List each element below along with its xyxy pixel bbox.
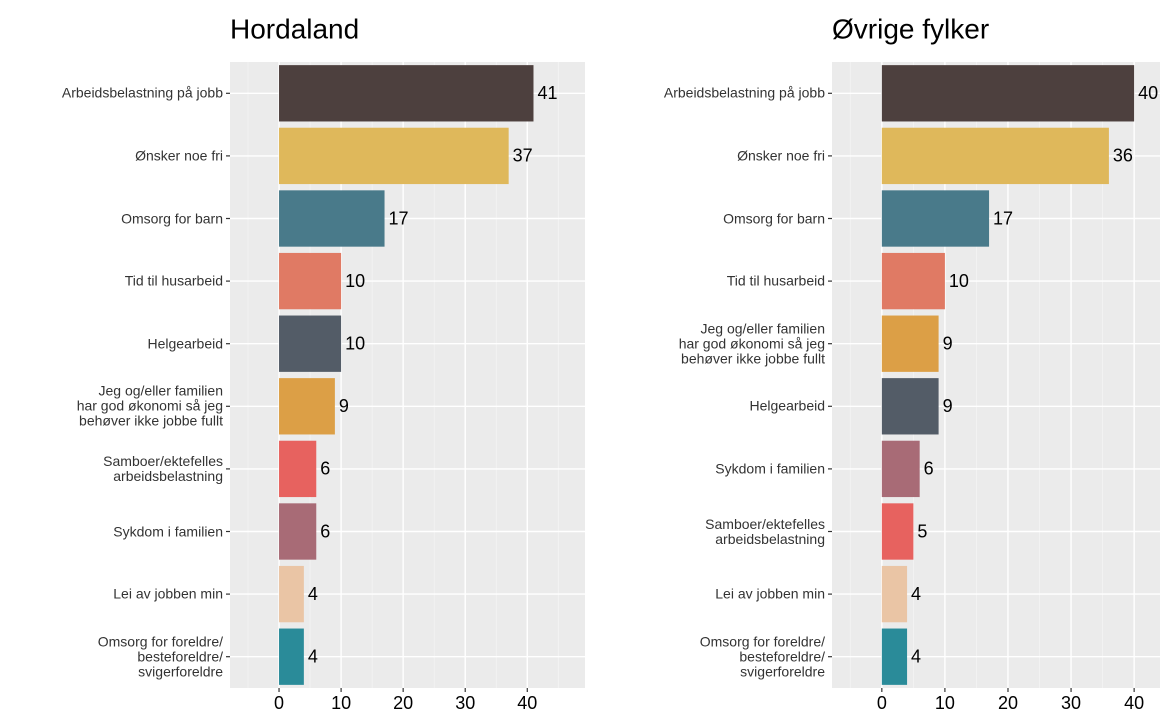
x-tick-label: 40 xyxy=(517,693,537,713)
value-label: 10 xyxy=(345,271,365,291)
bar xyxy=(881,440,920,498)
x-tick-label: 30 xyxy=(455,693,475,713)
bar xyxy=(881,628,908,685)
value-label: 41 xyxy=(537,83,557,103)
x-tick-label: 20 xyxy=(998,693,1018,713)
value-label: 17 xyxy=(993,208,1013,228)
y-tick-label: Tid til husarbeid xyxy=(726,272,825,289)
y-tick-label: Jeg og/eller familien har god økonomi så… xyxy=(678,320,825,367)
y-tick-label: Arbeidsbelastning på jobb xyxy=(663,84,825,101)
x-tick-label: 40 xyxy=(1124,693,1144,713)
y-tick-label: Helgearbeid xyxy=(147,335,224,352)
bar xyxy=(881,127,1109,185)
bar xyxy=(279,127,509,185)
value-label: 6 xyxy=(924,459,934,479)
bar xyxy=(279,440,317,498)
bar xyxy=(881,315,939,372)
y-tick-label: Omsorg for foreldre/ besteforeldre/ svig… xyxy=(97,633,223,680)
bar xyxy=(279,65,534,122)
bar xyxy=(881,378,939,435)
value-label: 10 xyxy=(345,333,365,353)
x-tick-label: 20 xyxy=(393,693,413,713)
x-tick-label: 10 xyxy=(935,693,955,713)
chart-title: Øvrige fylker xyxy=(832,13,989,44)
y-tick-label: Ønsker noe fri xyxy=(135,147,223,164)
value-label: 9 xyxy=(943,396,953,416)
value-label: 40 xyxy=(1138,83,1158,103)
y-tick-label: Omsorg for barn xyxy=(121,210,223,226)
value-label: 5 xyxy=(917,521,927,541)
bar xyxy=(279,378,335,435)
bar xyxy=(881,565,908,623)
y-tick-label: Sykdom i familien xyxy=(715,460,825,477)
y-tick-label: Arbeidsbelastning på jobb xyxy=(61,84,223,101)
value-label: 37 xyxy=(513,146,533,166)
bar xyxy=(279,252,342,310)
bar xyxy=(279,565,304,623)
value-label: 6 xyxy=(320,459,330,479)
y-tick-label: Omsorg for barn xyxy=(723,210,825,226)
x-tick-label: 0 xyxy=(877,693,887,713)
value-label: 4 xyxy=(308,646,318,666)
value-label: 4 xyxy=(911,646,921,666)
y-tick-label: Sykdom i familien xyxy=(113,523,223,539)
chart-title: Hordaland xyxy=(230,13,359,44)
y-tick-label: Lei av jobben min xyxy=(715,585,825,602)
x-tick-label: 0 xyxy=(274,693,284,713)
bar xyxy=(279,315,342,372)
bar xyxy=(279,190,385,247)
value-label: 9 xyxy=(339,396,349,416)
bar xyxy=(881,503,914,560)
value-label: 17 xyxy=(389,208,409,228)
value-label: 6 xyxy=(320,521,330,541)
bar xyxy=(881,65,1135,122)
bar xyxy=(881,190,990,247)
value-label: 4 xyxy=(308,584,318,604)
bar xyxy=(279,628,304,685)
value-label: 9 xyxy=(943,333,953,353)
y-tick-label: Tid til husarbeid xyxy=(124,272,223,289)
x-tick-label: 30 xyxy=(1061,693,1081,713)
y-tick-label: Helgearbeid xyxy=(749,397,826,414)
value-label: 36 xyxy=(1113,146,1133,166)
y-tick-label: Omsorg for foreldre/ besteforeldre/ svig… xyxy=(699,633,825,680)
y-tick-label: Samboer/ektefelles arbeidsbelastning xyxy=(103,452,223,484)
value-label: 10 xyxy=(949,271,969,291)
y-tick-label: Lei av jobben min xyxy=(113,585,223,602)
bar xyxy=(279,503,317,560)
y-tick-label: Ønsker noe fri xyxy=(737,147,825,164)
y-tick-label: Jeg og/eller familien har god økonomi så… xyxy=(76,382,223,429)
y-tick-label: Samboer/ektefelles arbeidsbelastning xyxy=(705,515,825,547)
bar xyxy=(881,252,945,310)
value-label: 4 xyxy=(911,584,921,604)
x-tick-label: 10 xyxy=(331,693,351,713)
